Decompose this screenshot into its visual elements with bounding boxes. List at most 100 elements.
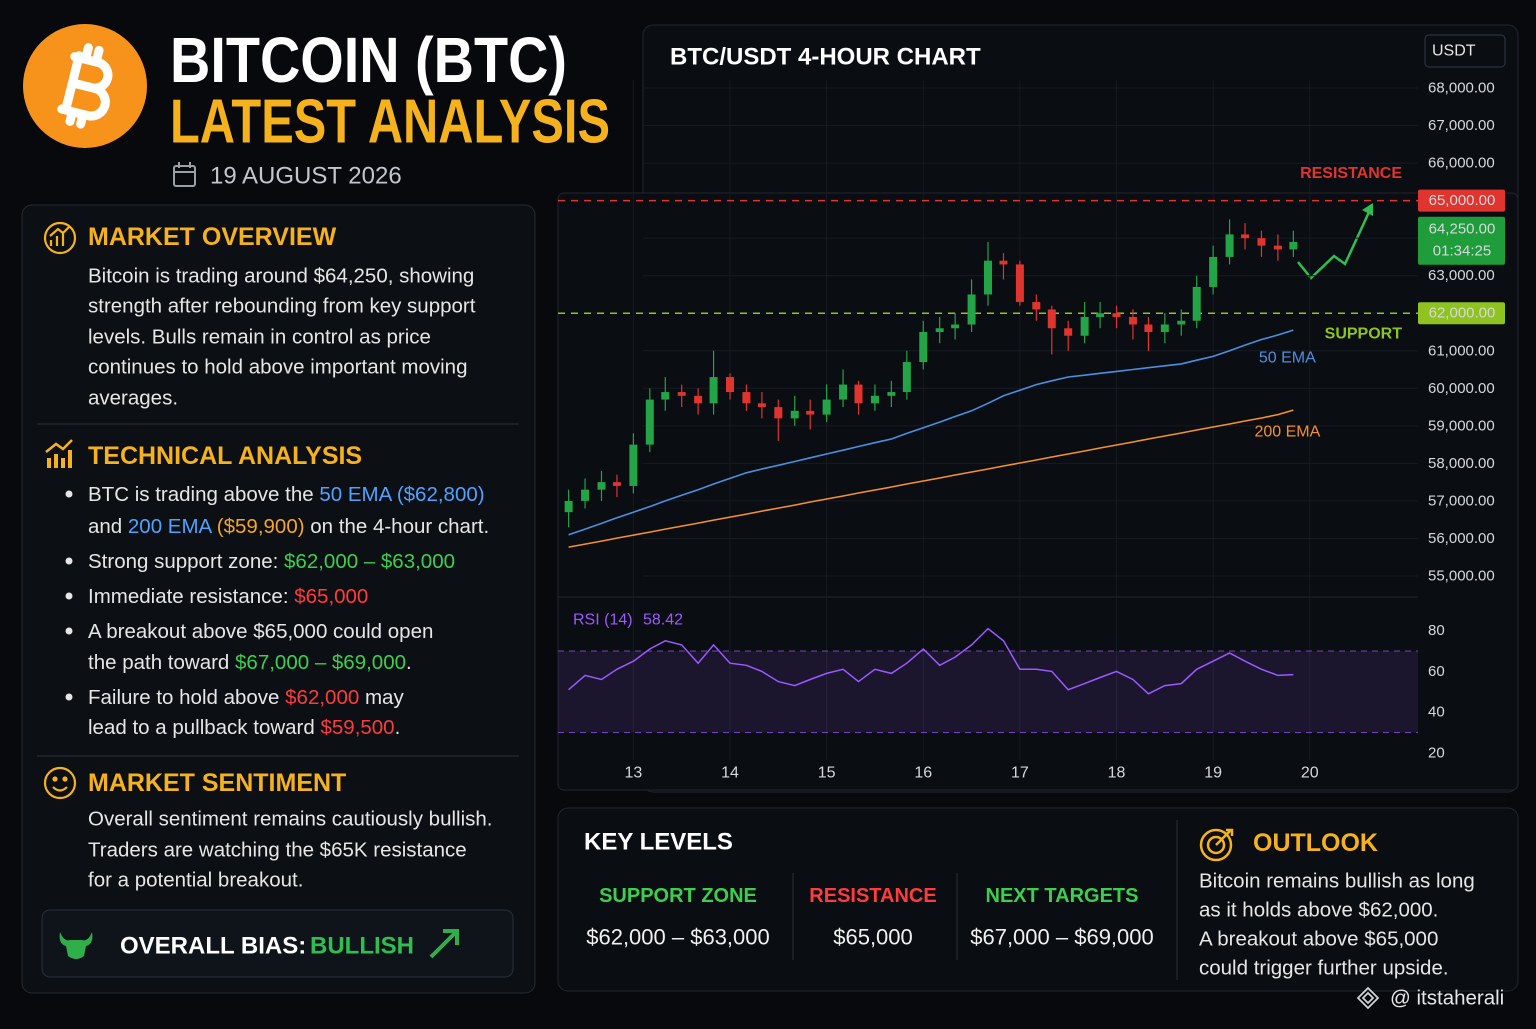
text-segment: $65,000 (294, 585, 368, 608)
body-text: strength after rebounding from key suppo… (88, 295, 476, 318)
text-segment: . (406, 651, 412, 674)
text-segment: the path toward (88, 651, 235, 674)
y-tick-label: 58,000.00 (1428, 455, 1495, 472)
logo-glyph (57, 43, 113, 129)
candle-body (919, 332, 928, 363)
left-panel (21, 204, 536, 994)
candle-body (1047, 309, 1056, 329)
candle-body (1225, 234, 1234, 257)
body-text: levels. Bulls remain in control as price (88, 326, 431, 349)
level-value: $62,000 – $63,000 (586, 925, 770, 950)
candle-body (999, 260, 1008, 265)
y-tick-label: 55,000.00 (1428, 568, 1495, 585)
bottom-panel (557, 807, 1519, 992)
projection-arrow (1297, 209, 1372, 280)
level-tag-label: 65,000.00 (1429, 192, 1496, 209)
candle-body (677, 392, 686, 396)
candle-body (887, 392, 896, 396)
bias-box (41, 909, 514, 978)
chart-inner-panel (557, 192, 1519, 791)
y-tick-label: 57,000.00 (1428, 492, 1495, 509)
bias-value: BULLISH (310, 933, 414, 960)
bullet-line: Immediate resistance: $65,000 (88, 585, 368, 608)
text-segment: lead to a pullback toward (88, 716, 320, 739)
text-segment: Strong support zone: (88, 550, 284, 573)
text-segment: A breakout above $65,000 could open (88, 620, 433, 643)
text-segment: and (88, 515, 128, 538)
bullet-line: the path toward $67,000 – $69,000. (88, 651, 412, 674)
price-countdown: 01:34:25 (1433, 242, 1491, 259)
body-text: Traders are watching the $65K resistance (88, 839, 467, 862)
candle-body (1241, 234, 1250, 239)
candle-body (806, 410, 815, 415)
x-tick-label: 18 (1108, 765, 1126, 782)
y-tick-label: 63,000.00 (1428, 267, 1495, 284)
bullet (65, 557, 73, 565)
candle-body (1289, 241, 1298, 250)
level-value: $67,000 – $69,000 (970, 925, 1154, 950)
legend-label: 50 EMA (1259, 350, 1316, 367)
body-text: as it holds above $62,000. (1199, 899, 1438, 922)
y-tick-label: 56,000.00 (1428, 530, 1495, 547)
candle-body (984, 260, 992, 295)
level-name: RESISTANCE (1300, 165, 1402, 182)
rsi-band (558, 650, 1418, 733)
y-tick-label: 66,000.00 (1428, 155, 1495, 172)
y-tick-label: 40 (1428, 704, 1445, 721)
text-segment: 50 EMA ($62,800) (319, 483, 484, 506)
text-segment: 200 EMA (128, 515, 213, 538)
text-segment: $67,000 – $69,000 (235, 651, 406, 674)
projection-arrowhead (1362, 203, 1373, 216)
candle-body (967, 294, 976, 325)
bias-arrow (429, 929, 459, 959)
bullet (65, 592, 73, 600)
bullet (65, 490, 73, 498)
bullet-line: Failure to hold above $62,000 may (88, 686, 404, 709)
date: 19 AUGUST 2026 (210, 163, 402, 190)
bullet-line: BTC is trading above the 50 EMA ($62,800… (88, 483, 485, 506)
candle-body (1160, 324, 1169, 332)
y-tick-label: 80 (1428, 622, 1445, 639)
legend-label: 200 EMA (1254, 424, 1320, 441)
candle-body (1273, 245, 1282, 250)
x-tick-label: 14 (721, 765, 739, 782)
x-tick-label: 17 (1011, 765, 1029, 782)
watermark: @ itstaherali (1390, 987, 1504, 1010)
y-tick-label: 61,000.00 (1428, 342, 1495, 359)
bullet (65, 693, 73, 701)
body-text: Bitcoin is trading around $64,250, showi… (88, 265, 474, 288)
candle-body (742, 392, 751, 404)
level-tag (1418, 189, 1505, 212)
rsi-line (568, 627, 1294, 695)
y-tick-label: 60 (1428, 663, 1445, 680)
level-name: SUPPORT (1325, 326, 1403, 343)
calendar-icon (173, 162, 196, 187)
section-heading: MARKET OVERVIEW (88, 223, 337, 251)
candle-body (645, 399, 654, 445)
bull-icon (59, 932, 93, 959)
candle-body (597, 482, 606, 490)
text-segment: $62,000 – $63,000 (284, 550, 455, 573)
candle-body (935, 328, 944, 332)
level-label: NEXT TARGETS (986, 885, 1139, 907)
candle-body (661, 392, 670, 400)
y-tick-label: 67,000.00 (1428, 117, 1495, 134)
candle-body (774, 407, 783, 419)
text-segment: . (395, 716, 401, 739)
bias-label: OVERALL BIAS: (120, 933, 306, 960)
candle-body (726, 377, 734, 393)
rsi-value: 58.42 (643, 612, 683, 629)
candle-body (1177, 320, 1186, 325)
candle-body (564, 500, 573, 513)
body-text: A breakout above $65,000 (1199, 928, 1438, 951)
body-text: Bitcoin remains bullish as long (1199, 870, 1475, 893)
body-text: averages. (88, 387, 178, 410)
body-text: could trigger further upside. (1199, 957, 1449, 980)
body-text: continues to hold above important moving (88, 356, 467, 379)
bullet-line: and 200 EMA ($59,900) on the 4-hour char… (88, 515, 489, 538)
x-tick-label: 15 (818, 765, 836, 782)
y-tick-label: 59,000.00 (1428, 417, 1495, 434)
text-segment: BTC is trading above the (88, 483, 319, 506)
candle-body (1209, 256, 1218, 287)
candle-body (629, 444, 638, 486)
